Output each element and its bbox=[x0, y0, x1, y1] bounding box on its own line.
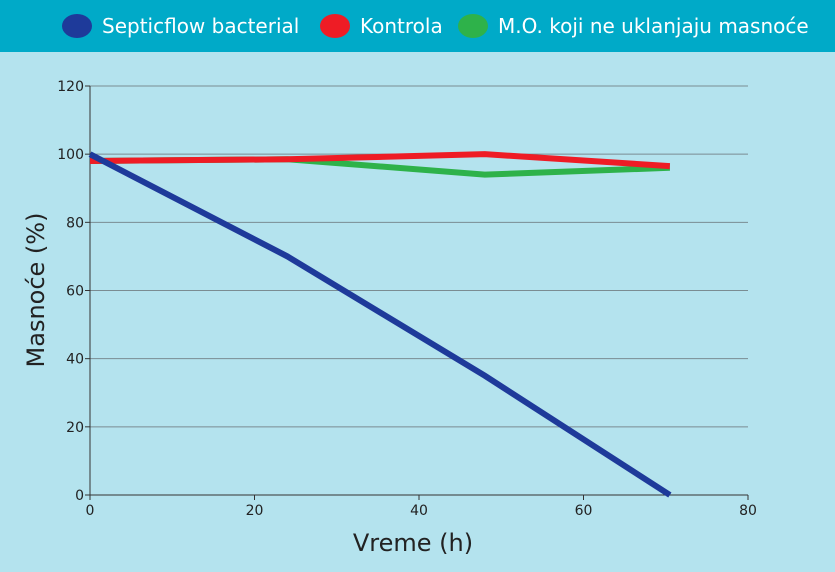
x-tick-label-40: 40 bbox=[410, 503, 428, 519]
legend: Septicflow bacterial Kontrola M.O. koji … bbox=[0, 0, 835, 52]
legend-swatch-kontrola bbox=[320, 14, 350, 38]
series-line-septicflow-bacterial bbox=[88, 151, 672, 498]
x-tick-label-0: 0 bbox=[86, 503, 95, 519]
legend-label-kontrola: Kontrola bbox=[360, 14, 443, 38]
y-tick-label-0: 0 bbox=[75, 488, 84, 504]
legend-item-septicflow: Septicflow bacterial bbox=[62, 0, 299, 52]
y-tick-label-80: 80 bbox=[66, 215, 84, 231]
legend-label-mo: M.O. koji ne uklanjaju masnoće bbox=[498, 14, 809, 38]
series-lines bbox=[88, 151, 672, 498]
y-tick-label-60: 60 bbox=[66, 284, 84, 300]
x-tick-label-60: 60 bbox=[575, 503, 593, 519]
x-tick-label-80: 80 bbox=[739, 503, 757, 519]
y-tick-label-40: 40 bbox=[66, 352, 84, 368]
legend-swatch-mo bbox=[458, 14, 488, 38]
x-axis-title: Vreme (h) bbox=[353, 529, 473, 557]
legend-item-mo: M.O. koji ne uklanjaju masnoće bbox=[458, 0, 809, 52]
legend-item-kontrola: Kontrola bbox=[320, 0, 443, 52]
y-tick-label-100: 100 bbox=[57, 147, 84, 163]
y-tick-label-20: 20 bbox=[66, 420, 84, 436]
tick-labels: 0 20 40 60 80 100 120 0 20 40 60 80 bbox=[57, 79, 757, 519]
y-axis-title: Masnoće (%) bbox=[22, 213, 50, 368]
series-line-kontrola bbox=[89, 151, 671, 170]
y-tick-label-120: 120 bbox=[57, 79, 84, 95]
legend-label-septicflow: Septicflow bacterial bbox=[102, 14, 300, 38]
legend-swatch-septicflow bbox=[62, 14, 92, 38]
axes bbox=[85, 85, 749, 500]
x-tick-label-20: 20 bbox=[246, 503, 264, 519]
gridlines bbox=[90, 85, 748, 428]
